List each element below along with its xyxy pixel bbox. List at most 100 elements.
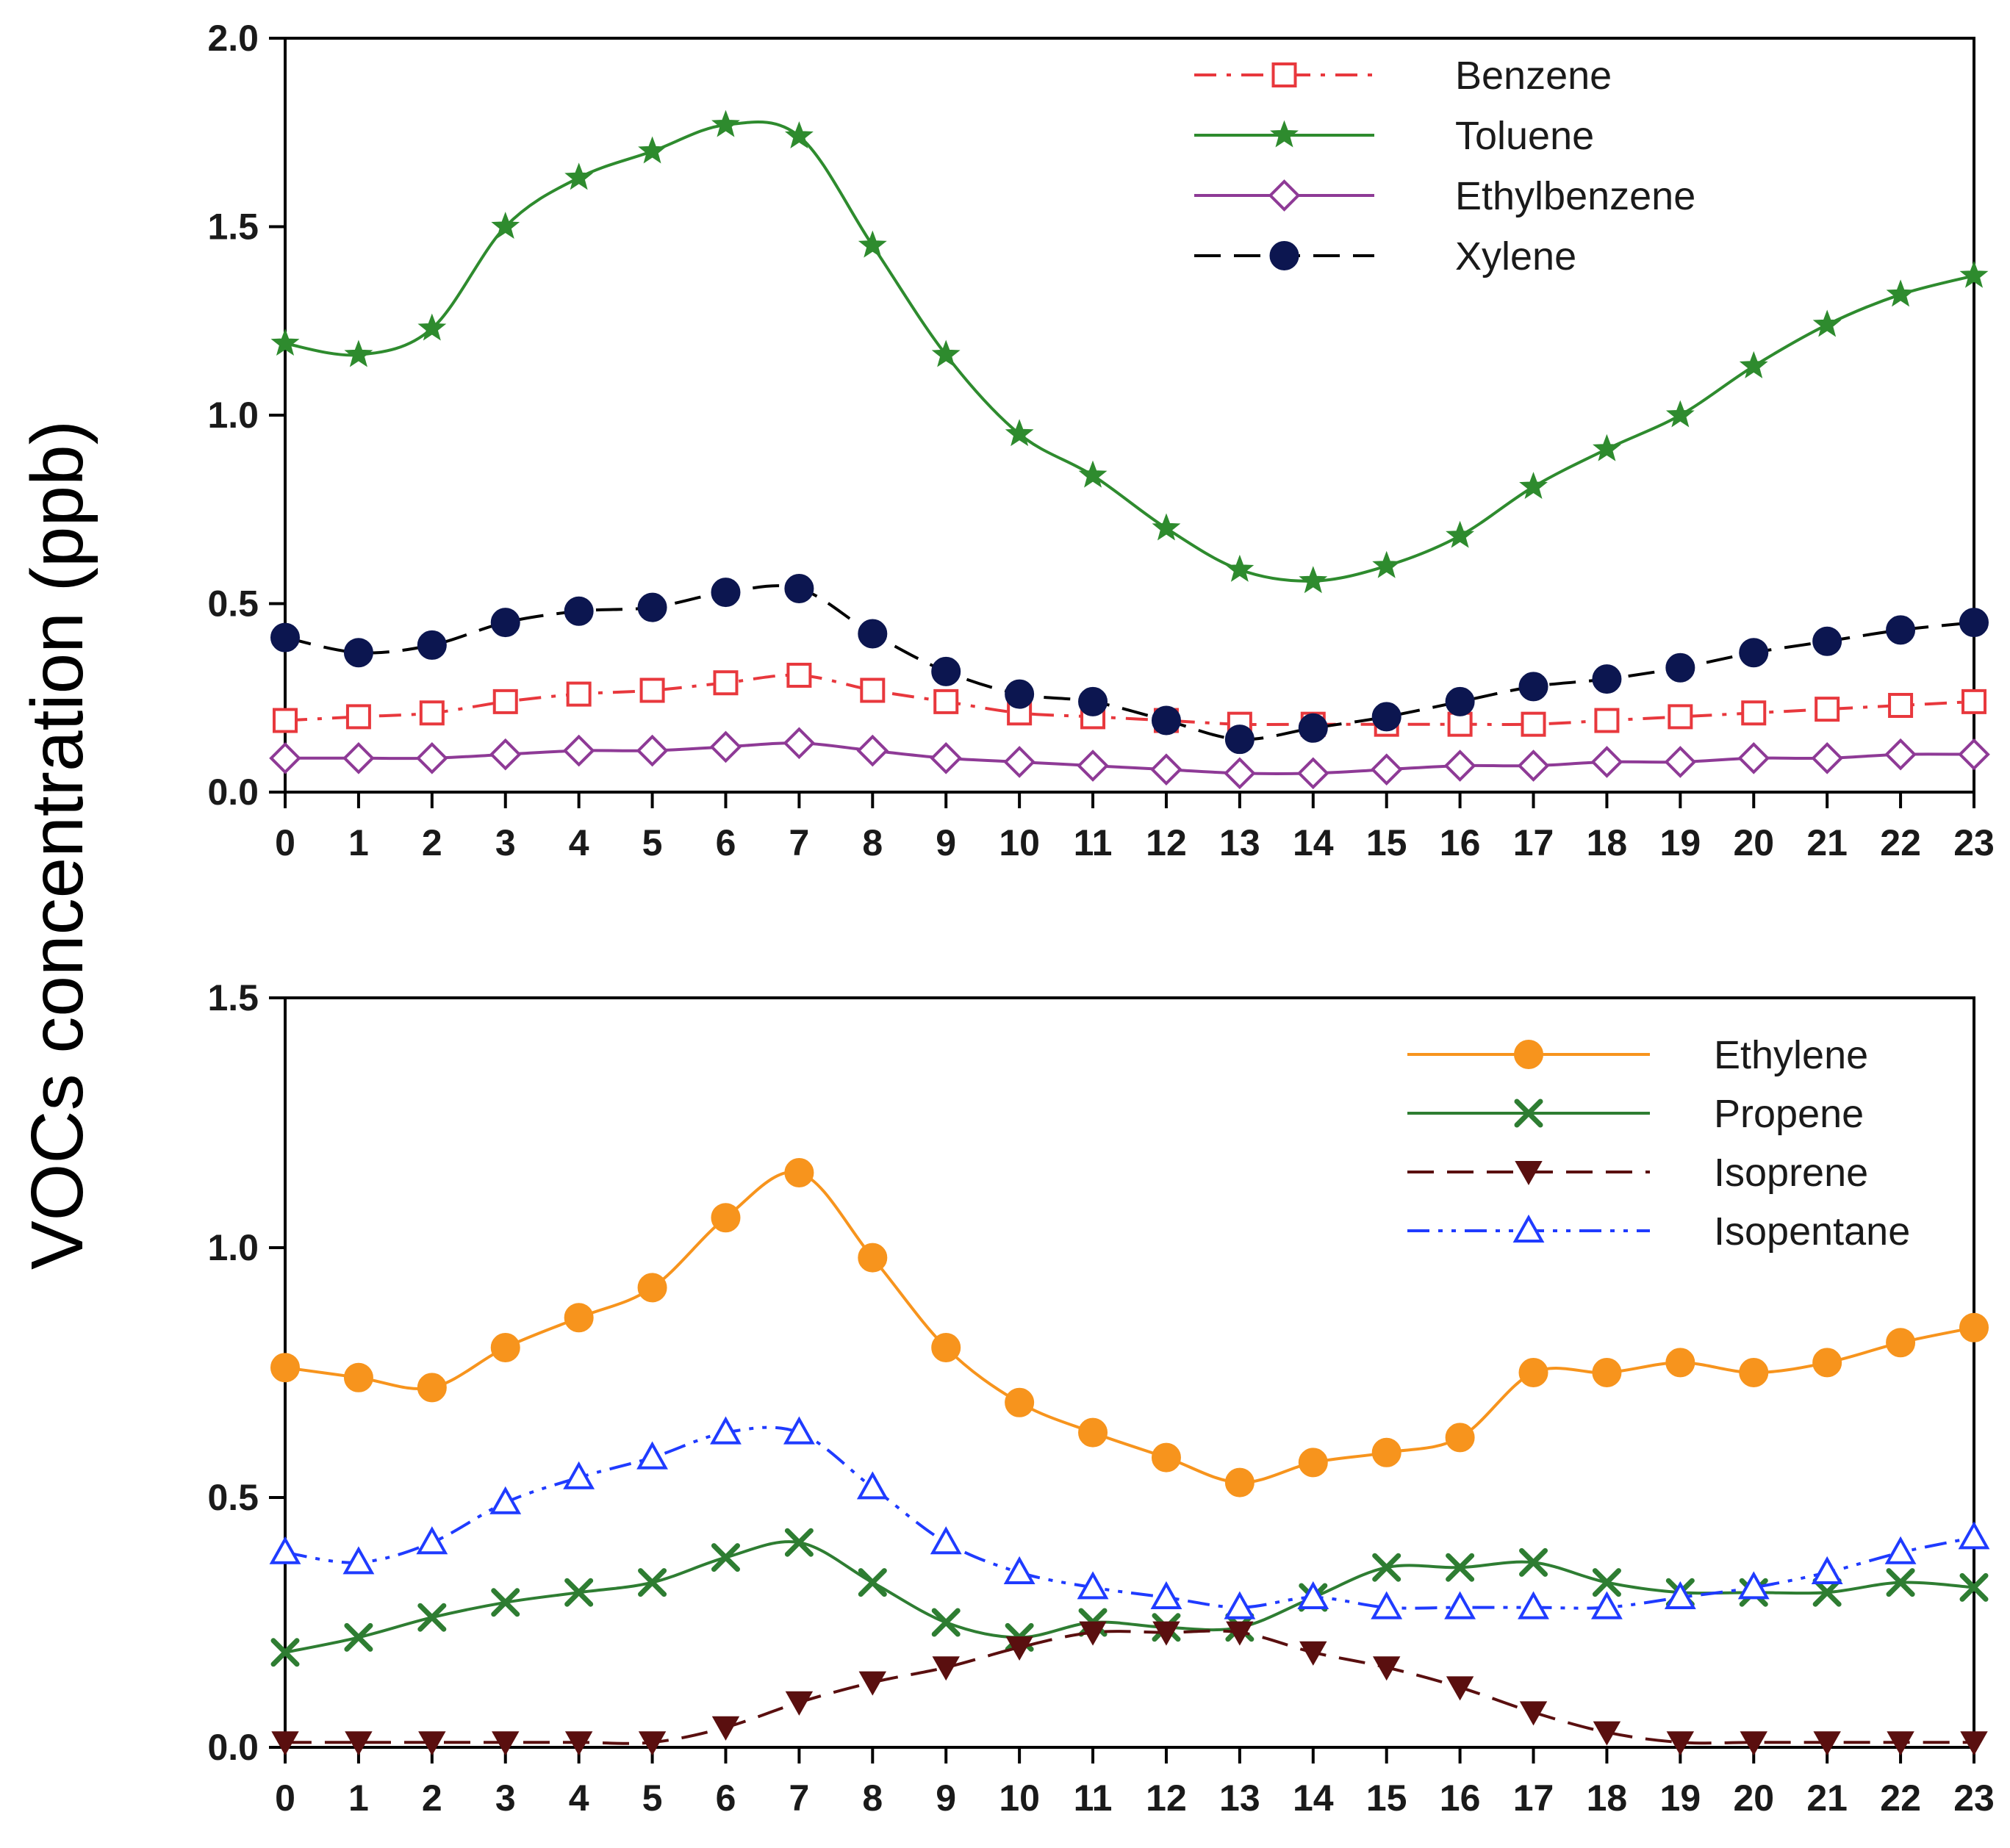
- data-point-toluene: [417, 313, 447, 341]
- data-point-benzene: [566, 681, 592, 707]
- data-point-toluene: [1372, 550, 1401, 578]
- data-point-isopentane: [1077, 1571, 1109, 1600]
- x-tick-label: 21: [1806, 822, 1848, 863]
- legend-label: Propene: [1714, 1092, 1864, 1136]
- data-point-propene: [1812, 1578, 1842, 1607]
- data-point-ethylene: [490, 1333, 520, 1362]
- data-point-ethylbenzene: [1664, 746, 1697, 778]
- data-point-isopentane: [930, 1526, 962, 1555]
- data-point-ethylene: [1298, 1448, 1328, 1478]
- y-tick-label: 1.0: [207, 1227, 259, 1268]
- series-ethylene: [270, 1158, 1989, 1498]
- data-point-toluene: [784, 121, 814, 148]
- data-point-benzene: [419, 700, 445, 726]
- legend-label: Ethylene: [1714, 1033, 1868, 1077]
- data-point-ethylene: [931, 1333, 961, 1362]
- data-point-ethylbenzene: [342, 742, 375, 774]
- data-point-propene: [491, 1588, 520, 1617]
- x-tick-label: 13: [1219, 1777, 1260, 1819]
- data-point-ethylbenzene: [1224, 757, 1256, 790]
- data-point-benzene: [273, 708, 298, 733]
- series-line-toluene: [284, 121, 1975, 583]
- x-tick-label: 7: [789, 1777, 809, 1819]
- y-axis-label: VOCs concentration (ppb): [16, 420, 98, 1270]
- x-tick-label: 14: [1293, 1777, 1334, 1819]
- data-point-isoprene: [1666, 1731, 1695, 1756]
- data-point-isopentane: [1884, 1536, 1917, 1564]
- data-point-benzene: [1815, 697, 1840, 722]
- x-tick-label: 7: [789, 822, 809, 863]
- data-point-xylene: [1812, 626, 1842, 656]
- data-point-isopentane: [1958, 1521, 1990, 1550]
- data-point-xylene: [1151, 705, 1181, 736]
- data-point-isopentane: [1371, 1591, 1403, 1619]
- data-point-xylene: [1371, 702, 1401, 732]
- legend-swatch-marker: [1270, 120, 1299, 148]
- legend-label: Ethylbenzene: [1455, 174, 1695, 218]
- data-point-toluene: [858, 230, 887, 258]
- data-point-isopentane: [636, 1441, 668, 1470]
- legend-swatch-marker: [1271, 62, 1297, 87]
- data-point-propene: [638, 1568, 667, 1597]
- data-point-isoprene: [1887, 1731, 1914, 1756]
- data-point-benzene: [1961, 688, 1986, 714]
- data-point-toluene: [1519, 472, 1548, 499]
- series-toluene: [270, 109, 1989, 594]
- data-point-ethylbenzene: [930, 742, 963, 774]
- y-tick-label: 0.0: [207, 1727, 259, 1768]
- data-point-propene: [858, 1568, 887, 1597]
- x-tick-label: 19: [1660, 822, 1701, 863]
- x-tick-label: 4: [569, 1777, 589, 1819]
- data-point-isoprene: [1813, 1731, 1841, 1756]
- data-point-isoprene: [858, 1671, 887, 1696]
- data-point-propene: [1592, 1568, 1621, 1597]
- x-tick-label: 23: [1953, 822, 1995, 863]
- data-point-ethylene: [343, 1362, 373, 1392]
- x-tick-label: 17: [1513, 822, 1554, 863]
- data-point-isoprene: [1740, 1731, 1767, 1756]
- data-point-ethylbenzene: [415, 742, 448, 774]
- data-point-ethylene: [1445, 1423, 1475, 1453]
- data-point-benzene: [492, 688, 518, 714]
- data-point-isopentane: [489, 1486, 522, 1514]
- data-point-isopentane: [1003, 1556, 1035, 1584]
- data-point-xylene: [1592, 664, 1622, 694]
- data-point-toluene: [711, 109, 740, 137]
- data-point-toluene: [1739, 350, 1768, 378]
- legend-label: Isoprene: [1714, 1151, 1868, 1195]
- x-tick-label: 6: [716, 822, 736, 863]
- legend-item-isoprene: Isoprene: [1407, 1151, 1868, 1195]
- data-point-xylene: [1078, 686, 1108, 716]
- legend-item-ethylene: Ethylene: [1407, 1033, 1868, 1077]
- data-point-toluene: [1078, 460, 1108, 488]
- y-tick-label: 0.5: [207, 1477, 259, 1518]
- data-point-toluene: [1152, 513, 1181, 541]
- x-tick-label: 16: [1440, 822, 1481, 863]
- data-point-xylene: [1298, 713, 1328, 743]
- data-point-propene: [931, 1608, 961, 1637]
- legend-swatch-marker: [1269, 241, 1299, 270]
- data-point-toluene: [1886, 279, 1915, 307]
- x-tick-label: 18: [1587, 1777, 1628, 1819]
- data-point-xylene: [343, 638, 373, 668]
- y-tick-label: 0.0: [207, 772, 259, 813]
- data-point-xylene: [637, 592, 667, 622]
- legend-item-isopentane: Isopentane: [1407, 1209, 1910, 1254]
- data-point-toluene: [564, 162, 594, 190]
- data-point-isoprene: [1299, 1641, 1327, 1666]
- data-point-ethylene: [1886, 1328, 1916, 1358]
- data-point-benzene: [1888, 693, 1914, 719]
- data-point-benzene: [1741, 700, 1767, 726]
- legend-swatch-marker: [1515, 1161, 1543, 1186]
- x-tick-label: 2: [422, 822, 442, 863]
- series-line-benzene: [284, 673, 1975, 727]
- data-point-toluene: [1812, 309, 1842, 337]
- data-point-toluene: [344, 339, 373, 367]
- x-tick-label: 14: [1293, 822, 1334, 863]
- data-point-ethylbenzene: [1296, 757, 1329, 790]
- data-point-toluene: [1446, 520, 1475, 548]
- data-point-ethylbenzene: [1884, 738, 1917, 771]
- series-benzene: [273, 662, 1986, 737]
- data-point-isopentane: [1664, 1581, 1696, 1609]
- data-point-ethylbenzene: [856, 734, 889, 767]
